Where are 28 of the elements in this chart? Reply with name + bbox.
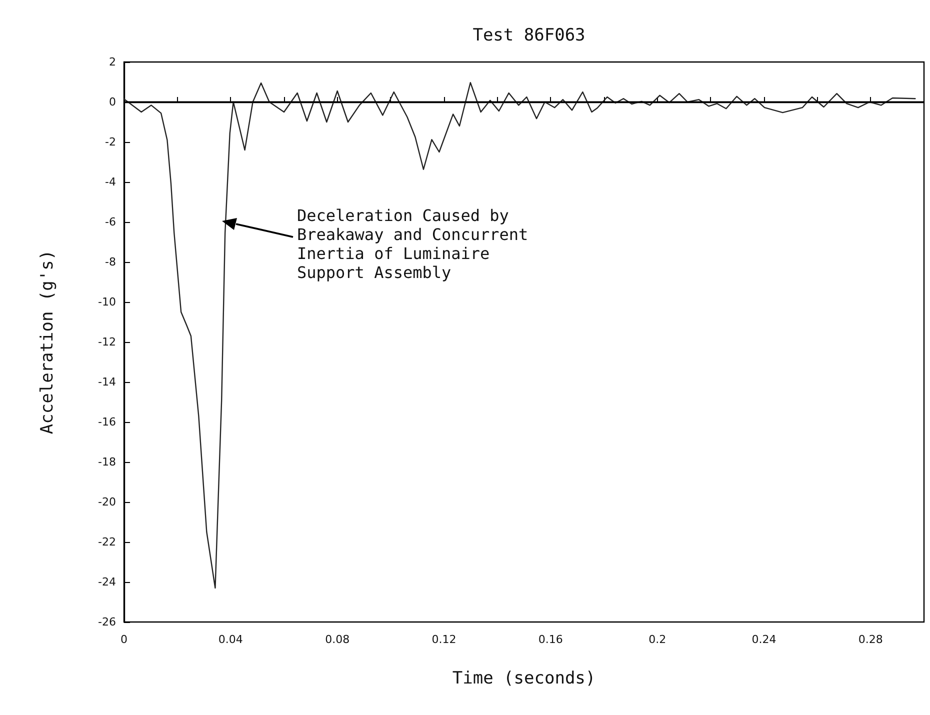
y-tick-label: -24 [98,576,116,588]
x-tick-label: 0.12 [432,633,456,646]
y-tick-label: -6 [105,216,116,228]
line-series [123,82,916,589]
y-tick-label: -20 [98,496,116,508]
y-tick-label: -4 [105,176,116,188]
y-tick-label: 2 [109,56,116,68]
annotation: Deceleration Caused by Breakaway and Concurrent Inertia of Luminaire Support Assembly [297,206,528,282]
x-tick-label: 0.08 [325,633,350,646]
y-tick-label: -10 [98,296,116,308]
y-tick-label: 0 [109,96,116,108]
y-tick-label: -16 [98,416,116,428]
y-tick-label: -18 [98,456,116,468]
x-tick-label: 0.04 [218,633,243,646]
y-tick-label: -22 [98,536,116,548]
y-tick-label: -8 [105,256,116,268]
y-tick-label: -14 [98,376,116,388]
y-tick-label: -12 [98,336,116,348]
x-tick-label: 0.24 [752,633,776,646]
x-tick-label: 0.16 [538,633,563,646]
x-tick-label: 0.28 [858,633,883,646]
chart-title: Test 86F063 [472,26,586,46]
y-tick-label: -2 [105,136,116,148]
x-tick-label: 0.2 [648,633,666,646]
x-axis-title: Time (seconds) [452,668,596,688]
y-axis-title: Acceleration (g's) [38,250,58,434]
y-tick-label: -26 [98,616,116,628]
x-tick-label: 0 [120,633,128,646]
